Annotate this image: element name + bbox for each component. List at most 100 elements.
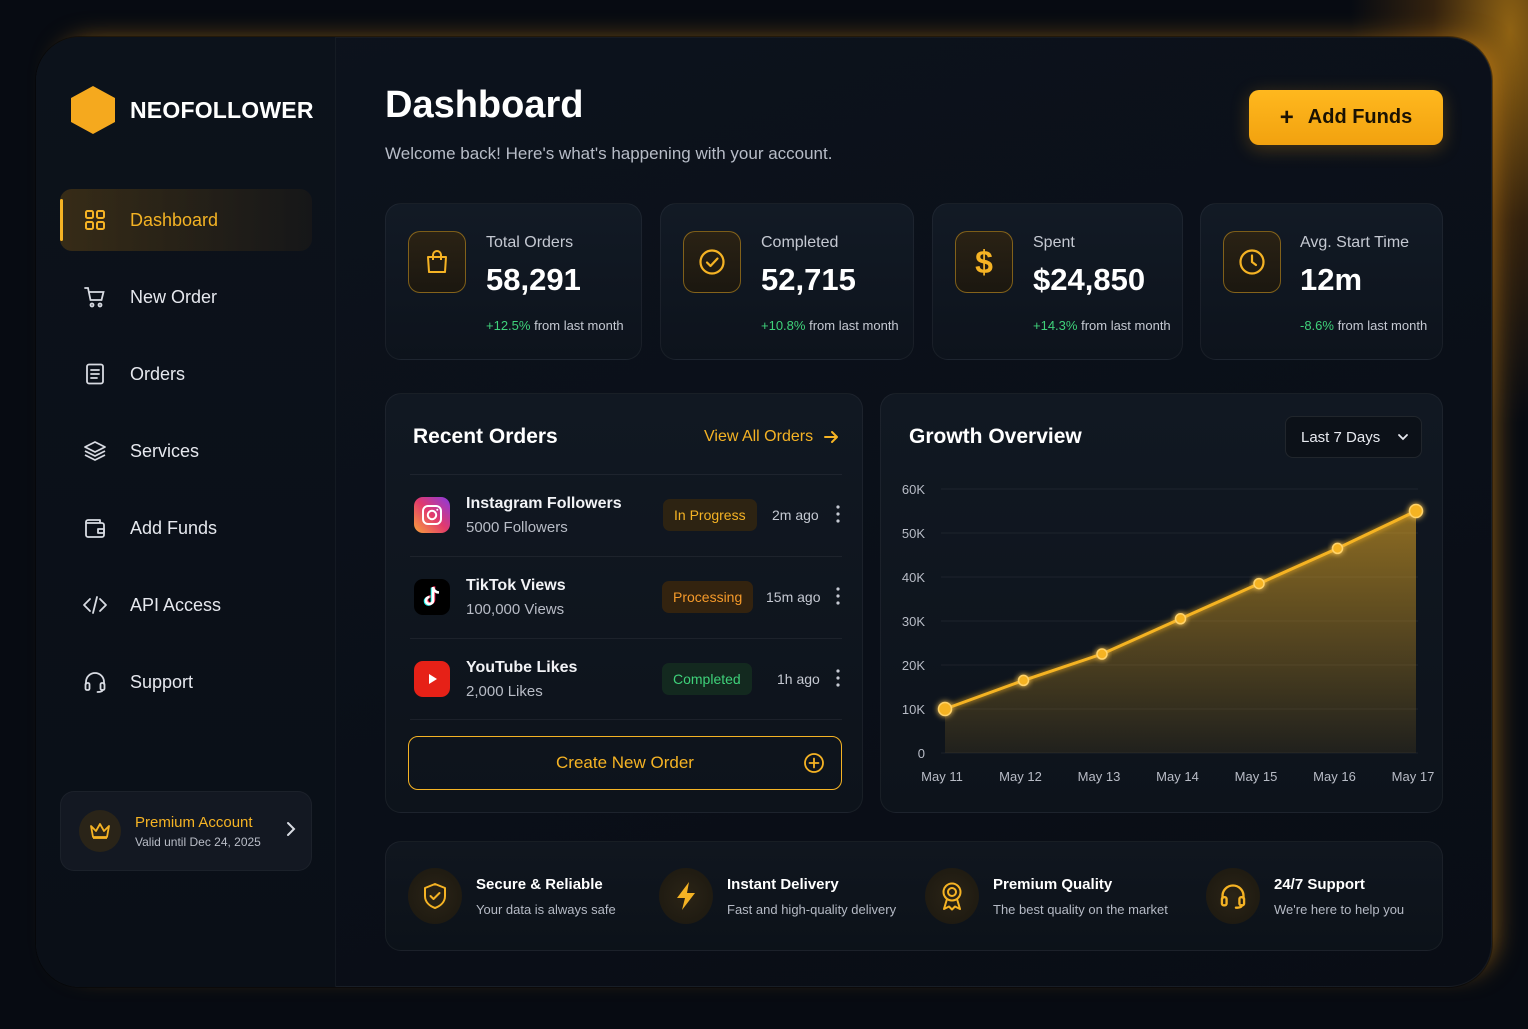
more-options-icon[interactable] [836,505,840,523]
order-quantity: 2,000 Likes [466,683,543,700]
tiktok-icon [414,579,450,615]
wallet-icon [82,515,108,541]
order-name: Instagram Followers [466,495,622,512]
sidebar-item-orders[interactable]: Orders [60,343,312,405]
page-subtitle: Welcome back! Here's what's happening wi… [385,144,833,163]
check-circle-icon [683,231,741,293]
x-tick-label: May 13 [1078,769,1121,784]
stat-value: 12m [1300,262,1363,297]
status-badge: In Progress [663,499,757,531]
data-point [1331,542,1344,555]
growth-chart: 0 10K 20K 30K 40K 50K 60K May 11 May 12 May 13 May… [902,482,1435,784]
stat-value: 58,291 [486,262,581,297]
shield-icon [408,868,462,924]
order-name: YouTube Likes [466,659,578,676]
order-time: 15m ago [766,589,821,605]
headset-icon [1206,868,1260,924]
x-tick-label: May 15 [1235,769,1278,784]
sidebar-item-services[interactable]: Services [60,420,312,482]
feature-premium-quality: Premium Quality The best quality on the … [925,868,1168,924]
award-icon [925,868,979,924]
growth-overview-card: Growth Overview Last 7 Days 0 10K 20K 30K 40… [880,393,1443,813]
recent-orders-card: Recent Orders View All Orders Instagram … [385,393,863,813]
stat-change: -8.6% from last month [1300,318,1428,333]
add-funds-label: Add Funds [1307,106,1413,128]
y-tick-label: 60K [902,482,925,497]
plus-icon: + [1279,103,1294,131]
feature-subtitle: Fast and high-quality delivery [727,902,897,917]
recent-orders-title: Recent Orders [413,425,558,448]
sidebar-item-support[interactable]: Support [60,651,312,713]
date-range-select[interactable]: Last 7 Days [1285,416,1422,458]
premium-account-card[interactable]: Premium Account Valid until Dec 24, 2025 [60,791,312,871]
plus-circle-icon [804,753,824,773]
sidebar-item-add-funds[interactable]: Add Funds [60,497,312,559]
dollar-icon: $ [955,231,1013,293]
order-quantity: 5000 Followers [466,519,568,536]
stat-label: Spent [1033,234,1075,251]
stat-change: +10.8% from last month [761,318,899,333]
order-time: 2m ago [772,507,819,523]
feature-support: 24/7 Support We're here to help you [1206,868,1404,924]
shopping-bag-icon [408,231,466,293]
x-tick-label: May 12 [999,769,1042,784]
sidebar-nav: Dashboard New Order Orders Services Add … [60,189,312,728]
feature-subtitle: Your data is always safe [476,902,616,917]
more-options-icon[interactable] [836,669,840,687]
order-quantity: 100,000 Views [466,601,565,618]
feature-subtitle: The best quality on the market [993,902,1168,917]
lightning-icon [659,868,713,924]
stat-label: Avg. Start Time [1300,234,1410,251]
premium-validity: Valid until Dec 24, 2025 [135,834,261,849]
brand-logo[interactable]: NEOFOLLOWER [70,85,314,135]
data-point [1017,674,1030,687]
cart-icon [82,284,108,310]
code-icon [82,592,108,618]
x-tick-label: May 14 [1156,769,1199,784]
layers-icon [82,438,108,464]
x-tick-label: May 11 [921,769,963,784]
date-range-value: Last 7 Days [1301,428,1381,446]
stat-change: +14.3% from last month [1033,318,1171,333]
sidebar: NEOFOLLOWER Dashboard New Order Orders S… [36,37,336,987]
chevron-right-icon [287,822,296,836]
stat-card-spent: $ Spent $24,850 +14.3% from last month [932,203,1183,360]
more-options-icon[interactable] [836,587,840,605]
stat-card-total-orders: Total Orders 58,291 +12.5% from last mon… [385,203,642,360]
create-new-order-label: Create New Order [556,753,694,772]
page-title: Dashboard [385,84,584,126]
hexagon-logo-icon [71,86,115,134]
clock-icon [1223,231,1281,293]
data-point [937,701,953,717]
grid-icon [82,207,108,233]
youtube-icon [414,661,450,697]
y-tick-label: 40K [902,570,925,585]
document-icon [82,361,108,387]
series-area [945,511,1416,753]
add-funds-button[interactable]: + Add Funds [1249,90,1443,145]
stat-change: +12.5% from last month [486,318,624,333]
sidebar-item-dashboard[interactable]: Dashboard [60,189,312,251]
view-all-orders-link[interactable]: View All Orders [704,428,839,446]
sidebar-item-api-access[interactable]: API Access [60,574,312,636]
data-point [1174,613,1187,625]
feature-subtitle: We're here to help you [1274,902,1405,917]
order-time: 1h ago [777,671,820,687]
stat-value: 52,715 [761,262,856,297]
order-row[interactable]: YouTube Likes 2,000 Likes Completed 1h a… [410,638,842,720]
sidebar-item-new-order[interactable]: New Order [60,266,312,328]
x-tick-label: May 17 [1392,769,1435,784]
create-new-order-button[interactable]: Create New Order [408,736,842,790]
stat-card-avg-start-time: Avg. Start Time 12m -8.6% from last mont… [1200,203,1443,360]
stat-card-completed: Completed 52,715 +10.8% from last month [660,203,914,360]
feature-secure: Secure & Reliable Your data is always sa… [408,868,616,924]
y-tick-label: 0 [918,746,925,761]
order-row[interactable]: Instagram Followers 5000 Followers In Pr… [410,474,842,556]
sidebar-item-label: API Access [130,594,222,615]
feature-title: Premium Quality [993,876,1113,893]
features-strip: Secure & Reliable Your data is always sa… [385,841,1443,951]
sidebar-item-label: Orders [130,363,186,384]
order-row[interactable]: TikTok Views 100,000 Views Processing 15… [410,556,842,638]
order-name: TikTok Views [466,577,566,594]
data-point [1096,648,1108,660]
